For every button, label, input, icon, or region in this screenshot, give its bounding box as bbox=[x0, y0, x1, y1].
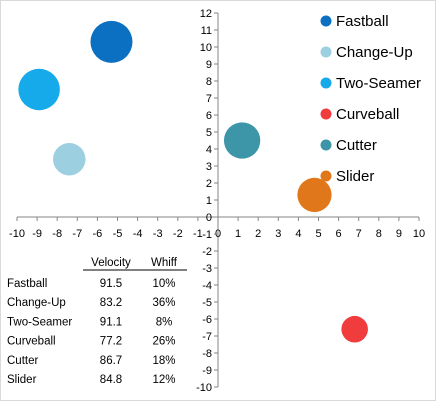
legend-marker-cutter bbox=[320, 139, 332, 151]
table-row-whiff: 26% bbox=[152, 336, 175, 348]
x-tick-label: 3 bbox=[275, 228, 281, 240]
y-tick-label: -2 bbox=[202, 246, 212, 258]
x-tick-label: -7 bbox=[72, 228, 82, 240]
y-tick-label: 4 bbox=[206, 144, 212, 156]
table-row-velocity: 91.5 bbox=[100, 278, 122, 290]
table-header-velocity: Velocity bbox=[91, 257, 131, 269]
x-tick-label: -3 bbox=[153, 228, 163, 240]
table-row-whiff: 10% bbox=[152, 278, 175, 290]
x-tick-label: 5 bbox=[315, 228, 321, 240]
y-tick-label: -7 bbox=[202, 331, 212, 343]
y-tick-label: 3 bbox=[206, 161, 212, 173]
y-tick-label: -3 bbox=[202, 263, 212, 275]
x-tick-label: -1 bbox=[193, 228, 203, 240]
legend-marker-two-seamer bbox=[320, 77, 332, 89]
bubble-change-up bbox=[53, 142, 86, 176]
y-tick-label: 12 bbox=[200, 8, 212, 20]
table-row-pitch: Curveball bbox=[7, 336, 56, 348]
legend-label-cutter: Cutter bbox=[336, 137, 377, 154]
x-tick-label: 4 bbox=[295, 228, 301, 240]
table-row-whiff: 8% bbox=[156, 316, 173, 328]
table-row-velocity: 86.7 bbox=[100, 355, 122, 367]
y-tick-label: -6 bbox=[202, 314, 212, 326]
bubble-fastball bbox=[90, 20, 133, 63]
x-tick-label: 2 bbox=[255, 228, 261, 240]
table-row-pitch: Two-Seamer bbox=[7, 316, 72, 328]
x-tick-label: -6 bbox=[93, 228, 103, 240]
legend-label-two-seamer: Two-Seamer bbox=[336, 75, 421, 92]
x-tick-label: 7 bbox=[356, 228, 362, 240]
y-tick-label: -4 bbox=[202, 280, 212, 292]
table-row-pitch: Fastball bbox=[7, 278, 47, 290]
y-tick-label: 2 bbox=[206, 178, 212, 190]
bubble-cutter bbox=[223, 122, 261, 159]
y-tick-label: 9 bbox=[206, 59, 212, 71]
table-row-pitch: Change-Up bbox=[7, 297, 66, 309]
table-row-velocity: 83.2 bbox=[100, 297, 122, 309]
bubble-slider bbox=[297, 177, 332, 213]
table-row-pitch: Slider bbox=[7, 374, 37, 386]
y-tick-label: 6 bbox=[206, 110, 212, 122]
table-header-whiff: Whiff bbox=[151, 257, 178, 269]
x-tick-label: 8 bbox=[376, 228, 382, 240]
y-tick-label: 5 bbox=[206, 127, 212, 139]
x-tick-label: 1 bbox=[235, 228, 241, 240]
y-tick-label: -9 bbox=[202, 365, 212, 377]
table-row-whiff: 12% bbox=[152, 374, 175, 386]
y-tick-label: 7 bbox=[206, 93, 212, 105]
table-row-velocity: 84.8 bbox=[100, 374, 122, 386]
x-tick-label: -9 bbox=[32, 228, 42, 240]
bubble-two-seamer bbox=[18, 68, 60, 111]
x-tick-label: -4 bbox=[133, 228, 143, 240]
y-tick-label: 10 bbox=[200, 42, 212, 54]
legend-label-slider: Slider bbox=[336, 168, 374, 185]
x-tick-label: -2 bbox=[173, 228, 183, 240]
y-tick-label: -5 bbox=[202, 297, 212, 309]
x-tick-label: -5 bbox=[113, 228, 123, 240]
y-tick-label: 1 bbox=[206, 195, 212, 207]
x-tick-label: 9 bbox=[396, 228, 402, 240]
table-row-velocity: 91.1 bbox=[100, 316, 122, 328]
table-row-whiff: 18% bbox=[152, 355, 175, 367]
legend-label-change-up: Change-Up bbox=[336, 44, 413, 61]
legend-marker-change-up bbox=[320, 46, 332, 58]
y-tick-label: -1 bbox=[202, 229, 212, 241]
y-tick-label: 8 bbox=[206, 76, 212, 88]
legend-marker-fastball bbox=[320, 15, 332, 27]
y-tick-label: 11 bbox=[201, 25, 212, 37]
table-row-velocity: 77.2 bbox=[100, 336, 122, 348]
y-tick-label: -8 bbox=[202, 348, 212, 360]
y-tick-label: -10 bbox=[196, 382, 212, 394]
legend-label-curveball: Curveball bbox=[336, 106, 399, 123]
legend-marker-curveball bbox=[320, 108, 332, 120]
legend-label-fastball: Fastball bbox=[336, 13, 389, 30]
table-row-whiff: 36% bbox=[152, 297, 175, 309]
x-tick-label: -8 bbox=[52, 228, 62, 240]
x-tick-label: 6 bbox=[336, 228, 342, 240]
y-tick-label: 0 bbox=[206, 212, 212, 224]
bubble-curveball bbox=[341, 315, 368, 343]
legend-marker-slider bbox=[320, 170, 332, 182]
table-row-pitch: Cutter bbox=[7, 355, 38, 367]
x-tick-label: -10 bbox=[9, 228, 25, 240]
x-tick-label: 10 bbox=[413, 228, 425, 240]
